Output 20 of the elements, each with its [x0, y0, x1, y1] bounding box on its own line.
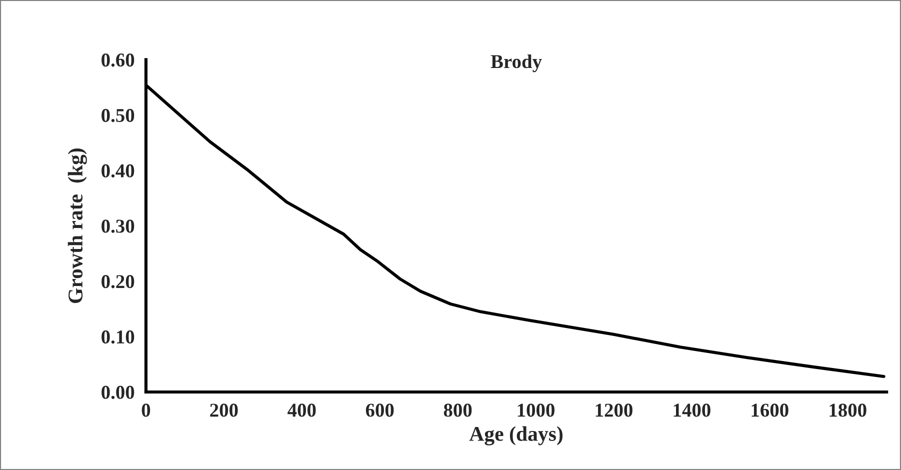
x-axis-title: Age (days)	[469, 426, 563, 446]
y-tick-label: 0.30	[102, 220, 134, 233]
y-tick-label: 0.00	[102, 386, 134, 400]
y-tick-label: 0.60	[102, 54, 134, 67]
y-tick-label: 0.10	[102, 330, 134, 344]
y-tick-label: 0.20	[102, 275, 134, 288]
chart-title: Brody	[490, 54, 542, 72]
x-tick-label: 1400	[674, 404, 710, 417]
x-tick-label: 200	[210, 404, 238, 417]
x-tick-label: 600	[366, 404, 394, 417]
y-axis-title: Growth rate (kg)	[68, 148, 87, 304]
x-tick-label: 1800	[830, 404, 866, 417]
x-tick-label: 400	[288, 404, 316, 417]
x-tick-label: 0	[142, 404, 150, 417]
x-tick-label: 1200	[596, 404, 632, 417]
x-tick-label: 800	[444, 404, 472, 417]
y-tick-label: 0.40	[102, 164, 134, 178]
y-tick-label: 0.50	[102, 108, 134, 122]
x-tick-label: 1600	[752, 404, 788, 417]
x-tick-label: 1000	[518, 404, 554, 417]
